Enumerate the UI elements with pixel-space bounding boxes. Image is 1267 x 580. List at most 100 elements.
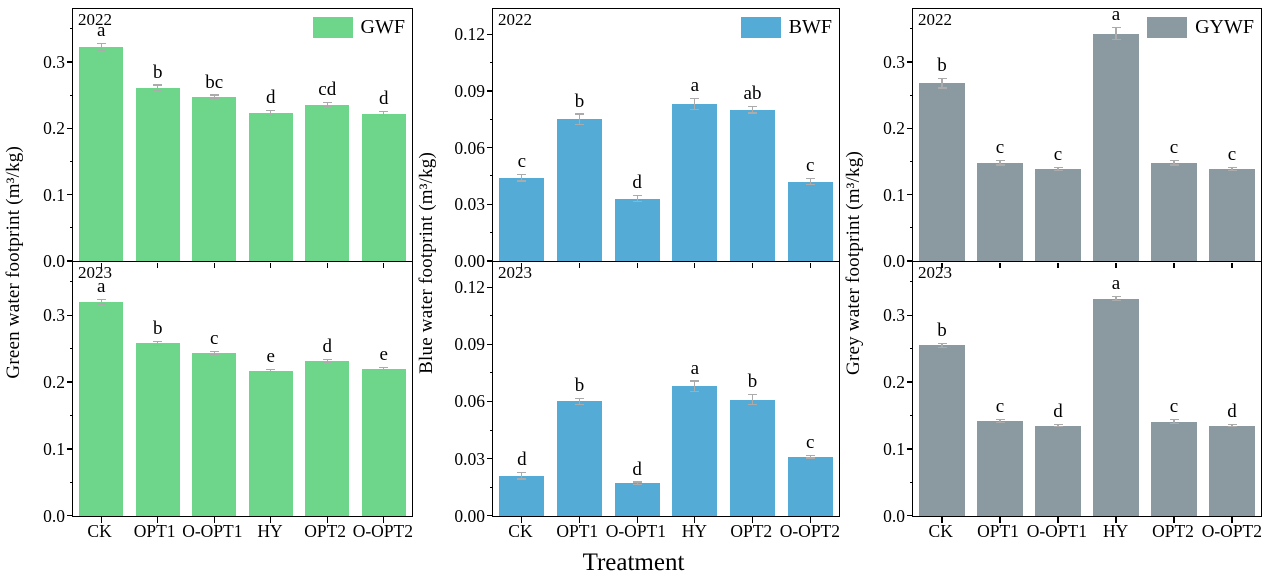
error-bar-cap-top [995, 160, 1005, 162]
y-minor-tick [909, 28, 913, 30]
y-tick-label: 0.1 [883, 184, 905, 205]
y-tick-label: 0.3 [883, 305, 905, 326]
error-bar-cap-top [1169, 160, 1179, 162]
significance-letter: b [574, 374, 585, 396]
error-bar-line [751, 393, 754, 406]
y-tick [907, 127, 913, 130]
significance-letter: d [632, 171, 642, 193]
y-tick [487, 146, 493, 149]
bar-slot-o-opt2: e [356, 262, 413, 523]
error-bar-cap-top [1227, 166, 1237, 168]
y-tick [487, 458, 493, 460]
bar-slots: a b bc d cd d [73, 9, 412, 268]
significance-letter: c [805, 154, 815, 176]
legend-gywf: GYWF [1147, 16, 1254, 39]
bar-opt2 [730, 109, 775, 261]
y-minor-tick [489, 429, 493, 431]
error-bar-cap-top [575, 397, 584, 399]
x-axis-title: Treatment [582, 549, 685, 576]
error-bar-line [1231, 424, 1233, 427]
x-tick [1173, 517, 1175, 523]
y-tick-label: 0.1 [883, 438, 905, 459]
bar-opt1 [557, 401, 602, 516]
bar-hy [672, 386, 718, 516]
error-bar-cap-top [805, 177, 815, 179]
x-tick [383, 517, 385, 523]
y-minor-tick [69, 481, 73, 483]
category-label-opt2: OPT2 [730, 520, 773, 541]
x-tick [521, 262, 523, 268]
bar-slot-ck: d [493, 262, 551, 523]
panel-bwf-2022: 2022 BWF 0.00 0.03 0.06 0.09 0.12 c b d a ab c [454, 8, 840, 270]
y-tick-label: 0.3 [883, 52, 905, 73]
error-bar-line [578, 397, 581, 406]
panel-gywf-2023: 2023 0.0 0.1 0.2 0.3 b c d a c d [883, 260, 1262, 525]
x-tick [694, 517, 696, 523]
error-bar-cap-top [266, 109, 276, 111]
y-minor-tick [489, 486, 493, 488]
error-bar-line [1057, 424, 1059, 427]
significance-letter: d [379, 88, 389, 110]
bar-slot-o-opt2: c [781, 9, 839, 268]
y-minor-tick [489, 62, 493, 64]
column-grey-water-footprint: Grey water footprint (m³/kg) 2022 GYWF 0… [840, 0, 1267, 580]
error-bar-cap-top [690, 380, 700, 382]
bar-opt1 [557, 119, 602, 261]
bar-slot-hy: a [1087, 262, 1145, 523]
year-label: 2023 [918, 262, 952, 282]
bar-slot-opt1: b [130, 9, 187, 268]
significance-letter: c [517, 151, 527, 173]
y-tick [487, 260, 493, 262]
error-bar-cap-top [266, 369, 276, 371]
bar-opt1 [135, 343, 180, 516]
category-label-o-opt2: O-OPT2 [779, 520, 840, 541]
error-bar-line [1173, 160, 1175, 166]
bar-opt2 [1151, 421, 1197, 516]
bar-slot-o-opt2: c [781, 262, 839, 523]
error-bar-cap-bottom [1053, 169, 1063, 171]
error-bar-line [326, 358, 328, 363]
error-bar-cap-top [1227, 424, 1237, 426]
significance-letter: d [517, 449, 527, 470]
y-tick-label: 0.12 [454, 24, 485, 45]
y-axis-label-blue: Blue water footprint (m³/kg) [413, 8, 441, 517]
y-tick-label: 0.0 [43, 505, 65, 526]
error-bar-line [809, 454, 811, 459]
panel-bwf-2023: 2023 0.00 0.03 0.06 0.09 0.12 d b d a b c [454, 260, 840, 525]
bar-slot-opt2: d [299, 262, 356, 523]
error-bar-cap-top [322, 358, 332, 360]
significance-letter: c [995, 137, 1005, 159]
bar-slots: d b d a b c [493, 262, 839, 523]
bar-hy [1093, 33, 1139, 261]
significance-letter: b [574, 90, 585, 112]
y-minor-tick [909, 481, 913, 483]
error-bar-cap-bottom [517, 478, 527, 480]
significance-letter: b [937, 319, 947, 341]
y-minor-tick [69, 415, 73, 417]
significance-letter: d [1227, 401, 1237, 423]
error-bar-cap-top [96, 299, 106, 301]
bar-slot-opt1: b [130, 262, 187, 523]
bar-slots: b c d a c d [913, 262, 1261, 523]
category-label-o-opt2: O-OPT2 [352, 520, 413, 541]
error-bar-cap-bottom [1169, 164, 1179, 166]
significance-letter: d [1053, 401, 1063, 423]
significance-letter: c [995, 395, 1005, 417]
error-bar-cap-bottom [1169, 423, 1179, 425]
y-tick-label: 0.12 [454, 277, 485, 298]
significance-letter: c [210, 327, 219, 349]
bar-opt2 [1151, 162, 1197, 261]
bar-o-opt2 [1209, 168, 1255, 261]
error-bar-cap-bottom [690, 390, 700, 392]
bar-slot-ck: b [913, 9, 971, 268]
y-tick [907, 194, 913, 196]
significance-letter: d [322, 335, 333, 357]
error-bar-line [941, 342, 943, 349]
error-bar-cap-bottom [322, 361, 332, 363]
error-bar-cap-top [937, 342, 947, 344]
bar-slot-o-opt2: d [1203, 262, 1261, 523]
error-bar-line [100, 43, 102, 52]
bar-slot-opt2: ab [724, 9, 782, 268]
x-tick [941, 517, 943, 523]
